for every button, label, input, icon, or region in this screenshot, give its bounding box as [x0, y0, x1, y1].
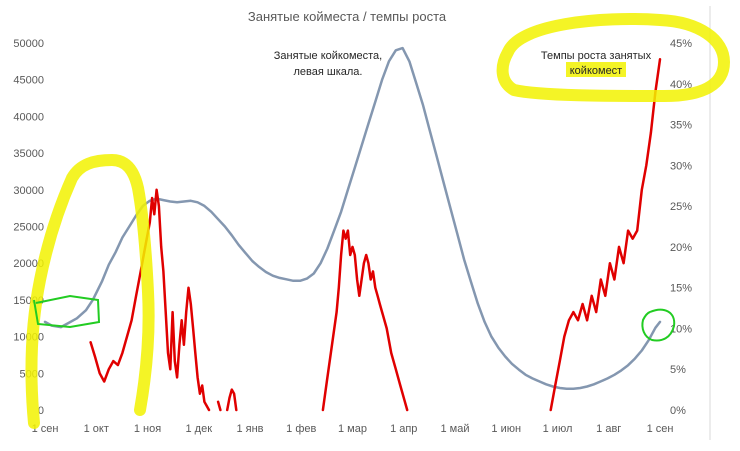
green-marker-right — [641, 308, 676, 342]
right-axis-tick-label: 0% — [670, 405, 686, 417]
x-axis-tick-label: 1 июн — [491, 423, 521, 435]
left-axis-tick-label: 40000 — [13, 111, 44, 123]
left-axis-tick-label: 30000 — [13, 185, 44, 197]
x-axis-tick-label: 1 июл — [543, 423, 573, 435]
yellow-highlight-label — [566, 62, 626, 77]
annotation-growth-rate-line-1: Темпы роста занятых — [541, 50, 652, 62]
right-axis-tick-label: 45% — [670, 38, 692, 50]
x-axis-tick-label: 1 окт — [84, 423, 109, 435]
x-axis-tick-label: 1 сен — [647, 423, 674, 435]
highlighter-marks — [25, 13, 730, 429]
growth-rate-line — [216, 400, 222, 412]
x-axis-tick-label: 1 янв — [236, 423, 263, 435]
x-axis-tick-label: 1 апр — [390, 423, 417, 435]
x-axis-ticks: 1 сен 1 окт 1 ноя 1 дек 1 янв 1 фев 1 мар 1 апр… — [32, 423, 674, 435]
x-axis-tick-label: 1 авг — [596, 423, 621, 435]
annotation-occupied-beds-line-2: левая шкала. — [294, 66, 363, 78]
annotation-growth-rate: Темпы роста занятых койкомест — [541, 50, 652, 77]
right-axis-tick-label: 40% — [670, 79, 692, 91]
right-axis-tick-label: 5% — [670, 364, 686, 376]
x-axis-tick-label: 1 май — [441, 423, 470, 435]
growth-rate-line — [321, 229, 409, 412]
left-axis-tick-label: 0 — [38, 405, 44, 417]
x-axis-tick-label: 1 дек — [185, 423, 212, 435]
green-marker-left — [33, 294, 101, 329]
left-axis-tick-label: 25000 — [13, 222, 44, 234]
right-axis-tick-label: 15% — [670, 283, 692, 295]
left-axis-tick-label: 20000 — [13, 258, 44, 270]
right-axis-tick-label: 10% — [670, 323, 692, 335]
left-axis-tick-label: 50000 — [13, 38, 44, 50]
annotation-occupied-beds-line-1: Занятые койкоместа, — [274, 50, 382, 62]
yellow-highlight-right-stroke — [496, 13, 730, 102]
annotation-growth-rate-line-2: койкомест — [570, 65, 622, 77]
left-axis-tick-label: 45000 — [13, 75, 44, 87]
right-axis-tick-label: 20% — [670, 242, 692, 254]
chart-title: Занятые койместа / темпы роста — [248, 9, 447, 24]
left-axis-ticks: 0500010000150002000025000300003500040000… — [13, 38, 44, 417]
left-axis-tick-label: 35000 — [13, 148, 44, 160]
growth-rate-line — [89, 188, 211, 412]
yellow-highlight-left-stroke — [25, 153, 155, 429]
right-axis-ticks: 0% 5% 10% 15% 20% 25% 30% 35% 40% 45% — [670, 38, 692, 417]
right-axis-tick-label: 35% — [670, 120, 692, 132]
x-axis-tick-label: 1 фев — [286, 423, 316, 435]
growth-rate-line — [225, 388, 238, 412]
right-axis-tick-label: 25% — [670, 201, 692, 213]
x-axis-tick-label: 1 ноя — [134, 423, 161, 435]
growth-rate-line — [549, 58, 662, 412]
series-layer — [43, 46, 662, 412]
x-axis-tick-label: 1 мар — [338, 423, 367, 435]
right-axis-tick-label: 30% — [670, 160, 692, 172]
annotation-occupied-beds: Занятые койкоместа, левая шкала. — [274, 50, 382, 78]
